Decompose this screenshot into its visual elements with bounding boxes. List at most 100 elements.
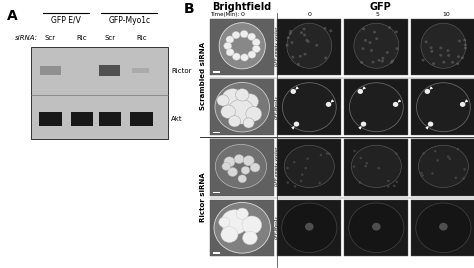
Circle shape xyxy=(421,174,424,177)
Circle shape xyxy=(289,32,292,35)
Circle shape xyxy=(236,208,248,219)
Circle shape xyxy=(232,31,240,39)
Text: GFP: GFP xyxy=(370,2,392,12)
Circle shape xyxy=(386,51,389,54)
Circle shape xyxy=(388,26,391,29)
Ellipse shape xyxy=(284,145,334,188)
Circle shape xyxy=(428,122,433,126)
Circle shape xyxy=(373,31,376,34)
Circle shape xyxy=(242,216,262,234)
Text: GFP-Myo1c: GFP-Myo1c xyxy=(275,215,279,239)
Circle shape xyxy=(222,162,230,170)
Ellipse shape xyxy=(349,83,403,132)
Bar xyxy=(277,200,341,256)
Circle shape xyxy=(461,56,464,59)
Bar xyxy=(100,65,120,76)
Circle shape xyxy=(323,27,327,30)
Text: Rictor siRNA: Rictor siRNA xyxy=(201,172,207,222)
Circle shape xyxy=(243,231,257,245)
Bar xyxy=(411,19,474,75)
Text: Akt: Akt xyxy=(172,116,183,122)
Bar xyxy=(210,79,274,135)
Circle shape xyxy=(324,57,327,59)
Ellipse shape xyxy=(417,83,470,132)
Circle shape xyxy=(287,36,290,39)
Text: 0: 0 xyxy=(240,12,244,17)
Circle shape xyxy=(431,172,434,175)
Circle shape xyxy=(393,102,398,107)
Circle shape xyxy=(372,61,374,64)
Circle shape xyxy=(250,163,260,172)
Circle shape xyxy=(293,185,296,188)
Bar xyxy=(344,79,409,135)
Text: GFP empty vector: GFP empty vector xyxy=(275,27,279,66)
Ellipse shape xyxy=(219,23,265,69)
Circle shape xyxy=(395,47,399,50)
Bar xyxy=(99,111,121,126)
Circle shape xyxy=(359,181,361,184)
Circle shape xyxy=(361,122,366,126)
Text: 10: 10 xyxy=(442,12,450,17)
Circle shape xyxy=(226,36,234,43)
Text: GFP empty vector: GFP empty vector xyxy=(275,147,279,187)
Bar xyxy=(31,47,168,139)
Circle shape xyxy=(365,162,368,165)
Text: 0: 0 xyxy=(307,12,311,17)
Circle shape xyxy=(243,118,254,128)
Circle shape xyxy=(395,31,398,33)
Ellipse shape xyxy=(283,83,336,132)
Circle shape xyxy=(304,167,307,169)
Text: Scrambled siRNA: Scrambled siRNA xyxy=(201,42,207,110)
Bar xyxy=(344,139,409,196)
Bar xyxy=(40,66,61,75)
Circle shape xyxy=(442,61,446,64)
Circle shape xyxy=(365,165,367,168)
Circle shape xyxy=(234,155,244,163)
Circle shape xyxy=(455,177,457,179)
Circle shape xyxy=(221,210,248,234)
Circle shape xyxy=(326,152,328,155)
Circle shape xyxy=(464,47,467,50)
Circle shape xyxy=(319,154,322,156)
Bar xyxy=(210,19,274,75)
Circle shape xyxy=(359,157,362,159)
Circle shape xyxy=(463,168,466,170)
Bar xyxy=(210,200,274,256)
Circle shape xyxy=(458,40,461,42)
Circle shape xyxy=(240,54,248,61)
Circle shape xyxy=(289,30,292,33)
Circle shape xyxy=(302,28,306,30)
Circle shape xyxy=(219,217,230,227)
Bar xyxy=(212,72,220,73)
Circle shape xyxy=(241,166,250,174)
Circle shape xyxy=(432,62,435,65)
Circle shape xyxy=(299,55,302,58)
Circle shape xyxy=(378,59,381,62)
Circle shape xyxy=(228,116,241,127)
Circle shape xyxy=(447,49,449,52)
Bar xyxy=(132,68,149,73)
Text: 5: 5 xyxy=(376,12,380,17)
Circle shape xyxy=(353,150,356,152)
Circle shape xyxy=(439,223,447,230)
Circle shape xyxy=(421,59,425,62)
Circle shape xyxy=(305,223,314,230)
Text: A: A xyxy=(7,9,17,23)
Circle shape xyxy=(391,59,394,62)
Circle shape xyxy=(294,122,299,126)
Circle shape xyxy=(425,89,430,94)
Circle shape xyxy=(292,56,294,58)
Circle shape xyxy=(224,42,232,50)
Circle shape xyxy=(293,161,296,163)
Circle shape xyxy=(353,165,356,168)
Circle shape xyxy=(236,89,249,101)
Circle shape xyxy=(357,89,363,94)
Circle shape xyxy=(328,152,330,155)
Circle shape xyxy=(252,45,260,53)
Text: B: B xyxy=(184,2,194,16)
Circle shape xyxy=(382,57,384,59)
Ellipse shape xyxy=(282,203,337,252)
Bar xyxy=(130,111,153,126)
Circle shape xyxy=(420,172,423,174)
Circle shape xyxy=(393,185,396,187)
